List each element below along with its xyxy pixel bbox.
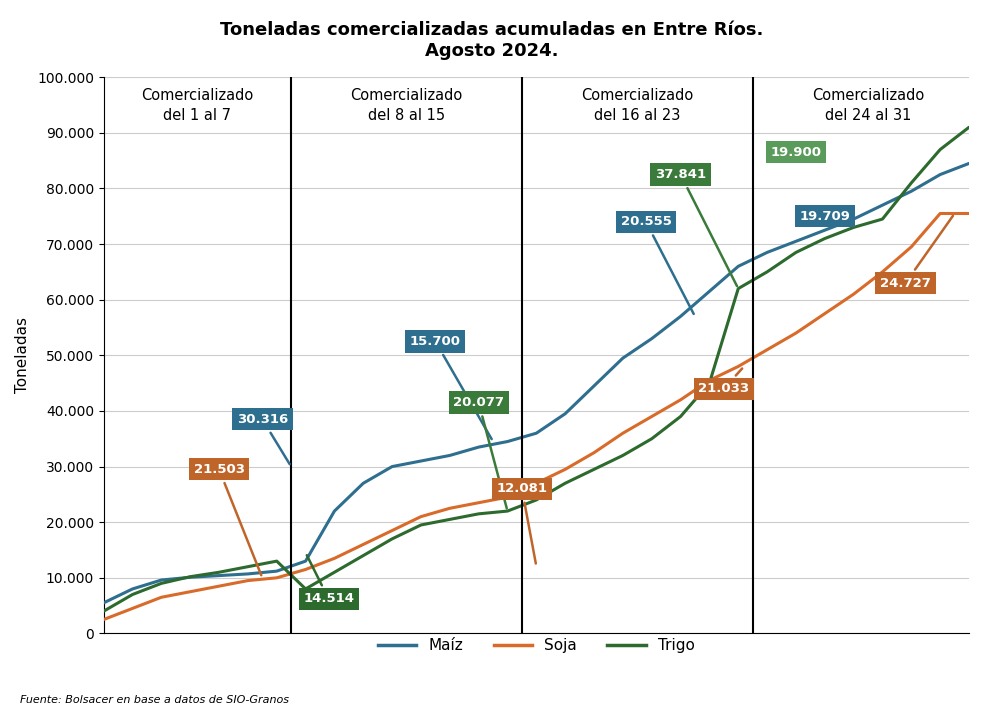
Text: Comercializado
del 1 al 7: Comercializado del 1 al 7 <box>142 89 254 123</box>
Text: 37.841: 37.841 <box>655 168 737 286</box>
Text: Toneladas comercializadas acumuladas en Entre Ríos.
Agosto 2024.: Toneladas comercializadas acumuladas en … <box>220 21 764 60</box>
Text: Comercializado
del 16 al 23: Comercializado del 16 al 23 <box>582 89 694 123</box>
Text: Fuente: Bolsacer en base a datos de SIO-Granos: Fuente: Bolsacer en base a datos de SIO-… <box>20 696 288 705</box>
Text: Comercializado
del 24 al 31: Comercializado del 24 al 31 <box>812 89 924 123</box>
Text: 20.555: 20.555 <box>621 216 694 314</box>
Text: 20.077: 20.077 <box>454 396 507 508</box>
Text: 30.316: 30.316 <box>237 413 289 464</box>
Text: 24.727: 24.727 <box>880 216 953 289</box>
Text: 19.709: 19.709 <box>799 210 850 223</box>
Text: 14.514: 14.514 <box>303 555 354 605</box>
Text: 21.033: 21.033 <box>699 369 750 395</box>
Text: 19.900: 19.900 <box>770 146 822 159</box>
Text: 12.081: 12.081 <box>496 482 547 564</box>
Text: 21.503: 21.503 <box>194 463 262 575</box>
Legend: Maíz, Soja, Trigo: Maíz, Soja, Trigo <box>372 632 701 659</box>
Y-axis label: Toneladas: Toneladas <box>15 318 30 393</box>
Text: Comercializado
del 8 al 15: Comercializado del 8 al 15 <box>350 89 462 123</box>
Text: 15.700: 15.700 <box>410 335 492 439</box>
